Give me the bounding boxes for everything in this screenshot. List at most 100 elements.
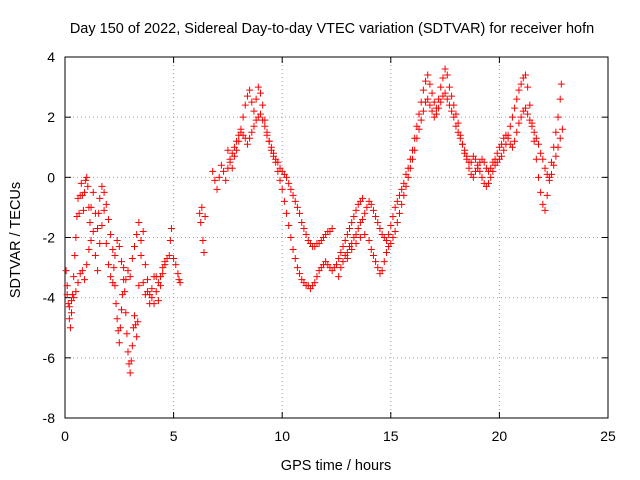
data-point xyxy=(137,237,145,245)
data-point xyxy=(65,303,73,311)
data-point xyxy=(382,249,390,257)
data-point xyxy=(532,155,540,163)
data-point xyxy=(374,264,382,272)
data-point xyxy=(291,197,299,205)
data-point xyxy=(134,318,142,326)
data-point xyxy=(428,107,436,115)
data-point xyxy=(102,240,110,248)
data-point xyxy=(539,200,547,208)
data-point xyxy=(133,333,141,341)
data-point xyxy=(87,203,95,211)
data-point xyxy=(256,89,264,97)
data-point xyxy=(100,188,108,196)
data-point xyxy=(176,279,184,287)
data-point xyxy=(348,246,356,254)
data-point xyxy=(248,98,256,106)
data-point xyxy=(515,119,523,127)
data-point xyxy=(256,110,264,118)
data-point xyxy=(200,249,208,257)
data-point xyxy=(91,252,99,260)
axis-ticks xyxy=(64,56,609,419)
data-point xyxy=(417,116,425,124)
data-point xyxy=(137,252,145,260)
data-point xyxy=(95,209,103,217)
data-point xyxy=(435,104,443,112)
data-point xyxy=(382,237,390,245)
data-point xyxy=(374,218,382,226)
data-point xyxy=(365,237,373,245)
data-point xyxy=(78,267,86,275)
data-point xyxy=(411,146,419,154)
data-point xyxy=(100,206,108,214)
data-point xyxy=(335,273,343,281)
data-point xyxy=(422,77,430,85)
data-point xyxy=(94,267,102,275)
data-point xyxy=(498,152,506,160)
data-point xyxy=(313,273,321,281)
data-point xyxy=(199,237,207,245)
data-point xyxy=(478,173,486,181)
data-point xyxy=(243,140,251,148)
data-point xyxy=(424,95,432,103)
data-point xyxy=(84,182,92,190)
data-point xyxy=(115,243,123,251)
data-point xyxy=(363,203,371,211)
data-point xyxy=(198,203,206,211)
data-point xyxy=(361,230,369,238)
data-point xyxy=(250,107,258,115)
data-point xyxy=(343,230,351,238)
data-point xyxy=(75,209,83,217)
data-point xyxy=(552,128,560,136)
data-point xyxy=(124,267,132,275)
data-point xyxy=(79,206,87,214)
y-tick-label: -4 xyxy=(43,290,56,306)
data-point xyxy=(274,158,282,166)
data-point xyxy=(298,218,306,226)
data-point xyxy=(296,270,304,278)
data-point xyxy=(159,264,167,272)
data-point xyxy=(398,185,406,193)
data-point xyxy=(259,116,267,124)
data-point xyxy=(369,206,377,214)
data-point xyxy=(521,104,529,112)
data-point xyxy=(532,134,540,142)
data-point xyxy=(506,122,514,130)
data-point xyxy=(287,234,295,241)
data-point xyxy=(389,234,397,241)
data-point xyxy=(113,237,121,245)
data-point xyxy=(302,230,310,238)
data-point xyxy=(387,240,395,248)
data-point xyxy=(107,273,115,281)
data-point xyxy=(250,122,258,130)
data-point xyxy=(230,143,238,151)
y-axis-label: SDTVAR / TECUs xyxy=(8,182,24,298)
data-point xyxy=(127,357,135,365)
data-point xyxy=(393,218,401,226)
data-point xyxy=(115,339,123,347)
data-point xyxy=(352,230,360,238)
data-point xyxy=(68,309,76,317)
data-point xyxy=(83,261,91,269)
data-point xyxy=(152,288,160,296)
data-point xyxy=(541,164,549,172)
data-point xyxy=(556,134,564,142)
data-point xyxy=(126,273,134,281)
data-point xyxy=(558,125,566,133)
data-point xyxy=(530,128,538,136)
data-point xyxy=(378,267,386,275)
data-point xyxy=(337,264,345,272)
data-point xyxy=(461,146,469,154)
data-point xyxy=(213,185,221,193)
data-point xyxy=(415,110,423,118)
data-point xyxy=(120,264,128,272)
data-point xyxy=(445,101,453,109)
data-point xyxy=(267,143,275,151)
data-point xyxy=(385,230,393,238)
data-point xyxy=(104,261,112,269)
data-point xyxy=(109,279,117,287)
data-point xyxy=(126,369,134,377)
data-point xyxy=(285,179,293,187)
data-point xyxy=(224,146,232,154)
data-point xyxy=(98,221,106,229)
data-point xyxy=(504,134,512,142)
